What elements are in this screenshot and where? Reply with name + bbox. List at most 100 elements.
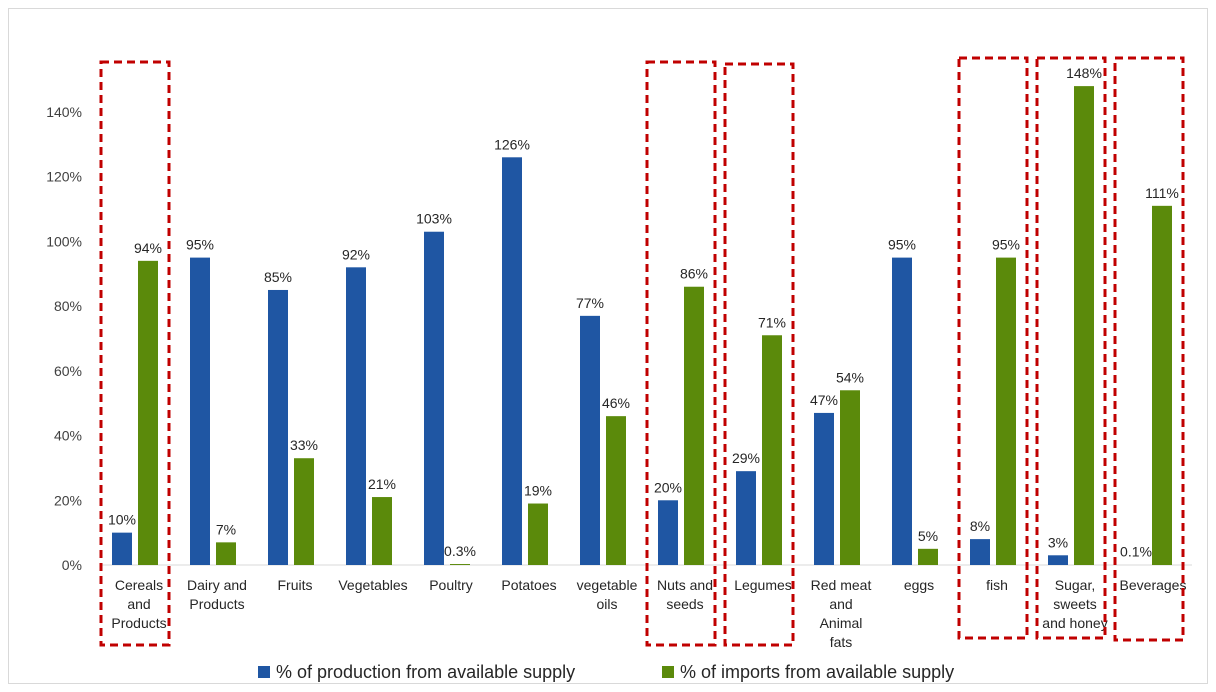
data-label: 85% [264,269,292,285]
bar-production [112,532,132,565]
bar-imports [840,390,860,565]
data-label: 0.1% [1120,544,1152,560]
category-label: and honey [1042,615,1107,631]
data-labels: 10% 94% 95% 7% 85% 33% 92% 21% 103% 0.3% 126% 19% 77… [108,65,1179,560]
y-tick-label: 60% [54,363,82,379]
category-label: Poultry [429,577,473,593]
bar-imports [528,503,548,565]
category-label: eggs [904,577,934,593]
highlight-box [1035,56,1107,640]
data-label: 10% [108,512,136,528]
category-label: Cereals [115,577,163,593]
y-tick-label: 20% [54,492,82,508]
y-tick-label: 120% [46,169,82,185]
category-label: and [829,596,852,612]
bar-production [346,267,366,565]
category-label: Sugar, [1055,577,1095,593]
data-label: 94% [134,240,162,256]
bar-imports [216,542,236,565]
category-label: and [127,596,150,612]
category-label: vegetable [577,577,638,593]
y-tick-label: 100% [46,233,82,249]
data-label: 95% [992,237,1020,253]
data-label: 95% [186,237,214,253]
bar-imports [1074,86,1094,565]
bar-production [190,257,210,565]
legend-swatch [662,666,674,678]
bar-production [970,539,990,565]
y-tick-label: 0% [62,557,82,573]
category-label: sweets [1053,596,1097,612]
category-label: fish [986,577,1008,593]
bar-imports [606,416,626,565]
category-label: oils [596,596,617,612]
data-label: 92% [342,246,370,262]
bar-imports [918,548,938,565]
category-label: Potatoes [501,577,556,593]
data-label: 20% [654,479,682,495]
bar-production [736,471,756,565]
bar-production [424,231,444,565]
category-label: Legumes [734,577,792,593]
bar-production [1048,555,1068,565]
data-label: 0.3% [444,543,476,559]
data-label: 33% [290,437,318,453]
category-label: Dairy and [187,577,247,593]
data-label: 95% [888,237,916,253]
bar-imports [996,257,1016,565]
bar-imports [294,458,314,565]
bar-imports [762,335,782,565]
category-label: Animal [820,615,863,631]
bar-production [892,257,912,565]
legend: % of production from available supply % o… [258,662,954,682]
data-label: 86% [680,266,708,282]
data-label: 111% [1145,185,1179,201]
bar-production [814,412,834,565]
bar-production [580,315,600,565]
legend-label: % of imports from available supply [680,662,954,682]
y-tick-label: 80% [54,298,82,314]
bar-imports [1152,205,1172,566]
category-label: seeds [666,596,703,612]
y-tick-label: 140% [46,104,82,120]
category-labels: Cereals and Products Dairy and Products Fruit… [111,577,1186,650]
highlight-boxes [99,56,1185,647]
data-label: 29% [732,450,760,466]
data-label: 8% [970,518,990,534]
category-label: Vegetables [338,577,407,593]
bar-imports [372,497,392,565]
bar-imports [138,260,158,565]
legend-swatch [258,666,270,678]
data-label: 7% [216,521,236,537]
category-label: Products [111,615,166,631]
highlight-box [99,60,171,647]
data-label: 19% [524,483,552,499]
highlight-box [957,56,1029,640]
bar-imports [450,564,470,565]
highlight-box [1113,56,1185,642]
bar-production [268,289,288,565]
data-label: 103% [416,211,452,227]
data-label: 5% [918,528,938,544]
data-label: 71% [758,314,786,330]
data-label: 3% [1048,534,1068,550]
highlight-box [645,60,717,647]
y-axis: 0% 20% 40% 60% 80% 100% 120% 140% [46,104,82,573]
data-label: 148% [1066,65,1102,81]
category-label: Products [189,596,244,612]
data-label: 47% [810,392,838,408]
category-label: Fruits [278,577,313,593]
highlight-box [723,62,795,647]
y-tick-label: 40% [54,428,82,444]
legend-label: % of production from available supply [276,662,575,682]
category-label: Nuts and [657,577,713,593]
data-label: 77% [576,295,604,311]
data-label: 126% [494,136,530,152]
bar-imports [684,286,704,565]
bar-production [658,500,678,565]
category-label: Red meat [811,577,872,593]
bars [112,86,1172,566]
bar-production [502,157,522,566]
data-label: 46% [602,395,630,411]
